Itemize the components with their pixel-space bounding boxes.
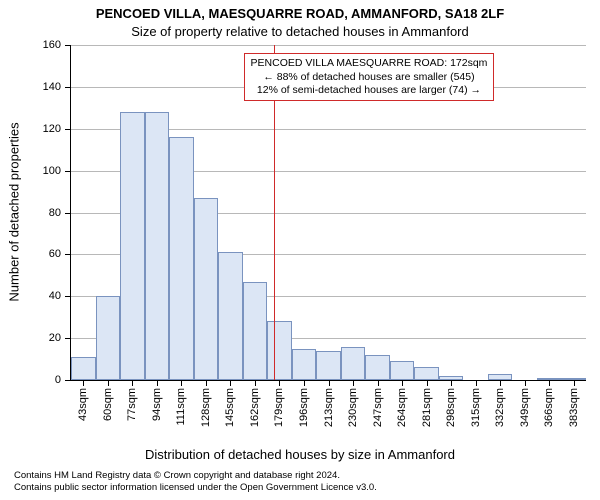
histogram-bar (169, 137, 194, 380)
histogram-bar (194, 198, 219, 380)
histogram-bar (316, 351, 341, 380)
xtick-mark (83, 380, 84, 386)
ytick-label: 100 (43, 165, 61, 177)
xtick-mark (157, 380, 158, 386)
xtick-mark (476, 380, 477, 386)
ytick-mark (65, 87, 71, 88)
xtick-label: 281sqm (421, 388, 433, 427)
xtick-mark (378, 380, 379, 386)
histogram-bar (365, 355, 390, 380)
ytick-mark (65, 380, 71, 381)
xtick-mark (304, 380, 305, 386)
histogram-bar (243, 282, 268, 380)
xtick-label: 128sqm (200, 388, 212, 427)
ytick-mark (65, 338, 71, 339)
xtick-label: 111sqm (175, 388, 187, 426)
ytick-mark (65, 213, 71, 214)
histogram-bar (414, 367, 439, 380)
histogram-bar (96, 296, 121, 380)
ytick-mark (65, 254, 71, 255)
xtick-mark (181, 380, 182, 386)
chart-subtitle: Size of property relative to detached ho… (0, 24, 600, 39)
ytick-label: 60 (49, 248, 61, 260)
ytick-label: 0 (55, 374, 61, 386)
xtick-label: 213sqm (323, 388, 335, 427)
annotation-box: PENCOED VILLA MAESQUARRE ROAD: 172sqm← 8… (244, 53, 495, 100)
xtick-label: 60sqm (102, 388, 114, 421)
ytick-label: 20 (49, 332, 61, 344)
ytick-mark (65, 171, 71, 172)
xtick-label: 332sqm (494, 388, 506, 427)
annotation-line: ← 88% of detached houses are smaller (54… (251, 71, 488, 84)
ytick-mark (65, 45, 71, 46)
x-axis-label: Distribution of detached houses by size … (0, 447, 600, 462)
histogram-bar (390, 361, 415, 380)
xtick-label: 264sqm (396, 388, 408, 427)
xtick-label: 145sqm (224, 388, 236, 427)
xtick-label: 366sqm (543, 388, 555, 427)
histogram-bar (341, 347, 366, 381)
histogram-bar (145, 112, 170, 380)
histogram-bar (120, 112, 145, 380)
ytick-label: 40 (49, 290, 61, 302)
ytick-mark (65, 129, 71, 130)
xtick-label: 315sqm (470, 388, 482, 427)
xtick-label: 349sqm (519, 388, 531, 427)
y-axis-label: Number of detached properties (7, 122, 22, 301)
footer-line-2: Contains public sector information licen… (14, 482, 377, 494)
xtick-mark (500, 380, 501, 386)
gridline (71, 45, 586, 46)
histogram-bar (71, 357, 96, 380)
ytick-label: 120 (43, 123, 61, 135)
xtick-mark (402, 380, 403, 386)
xtick-label: 298sqm (445, 388, 457, 427)
xtick-label: 247sqm (372, 388, 384, 427)
xtick-label: 383sqm (568, 388, 580, 427)
plot-area: 02040608010012014016043sqm60sqm77sqm94sq… (70, 45, 586, 381)
xtick-label: 230sqm (347, 388, 359, 427)
annotation-line: 12% of semi-detached houses are larger (… (251, 84, 488, 97)
xtick-label: 77sqm (126, 388, 138, 421)
xtick-label: 179sqm (273, 388, 285, 427)
xtick-mark (353, 380, 354, 386)
xtick-mark (329, 380, 330, 386)
ytick-label: 80 (49, 207, 61, 219)
xtick-label: 43sqm (77, 388, 89, 421)
xtick-mark (549, 380, 550, 386)
ytick-label: 140 (43, 81, 61, 93)
xtick-mark (206, 380, 207, 386)
xtick-mark (427, 380, 428, 386)
histogram-bar (218, 252, 243, 380)
xtick-mark (230, 380, 231, 386)
xtick-mark (108, 380, 109, 386)
histogram-bar (267, 321, 292, 380)
annotation-line: PENCOED VILLA MAESQUARRE ROAD: 172sqm (251, 57, 488, 70)
xtick-mark (451, 380, 452, 386)
footer-text: Contains HM Land Registry data © Crown c… (14, 470, 377, 494)
footer-line-1: Contains HM Land Registry data © Crown c… (14, 470, 377, 482)
xtick-label: 162sqm (249, 388, 261, 427)
xtick-mark (132, 380, 133, 386)
histogram-bar (292, 349, 317, 380)
xtick-label: 94sqm (151, 388, 163, 421)
xtick-label: 196sqm (298, 388, 310, 427)
xtick-mark (279, 380, 280, 386)
ytick-mark (65, 296, 71, 297)
xtick-mark (255, 380, 256, 386)
chart-title: PENCOED VILLA, MAESQUARRE ROAD, AMMANFOR… (0, 6, 600, 21)
ytick-label: 160 (43, 39, 61, 51)
xtick-mark (574, 380, 575, 386)
xtick-mark (525, 380, 526, 386)
